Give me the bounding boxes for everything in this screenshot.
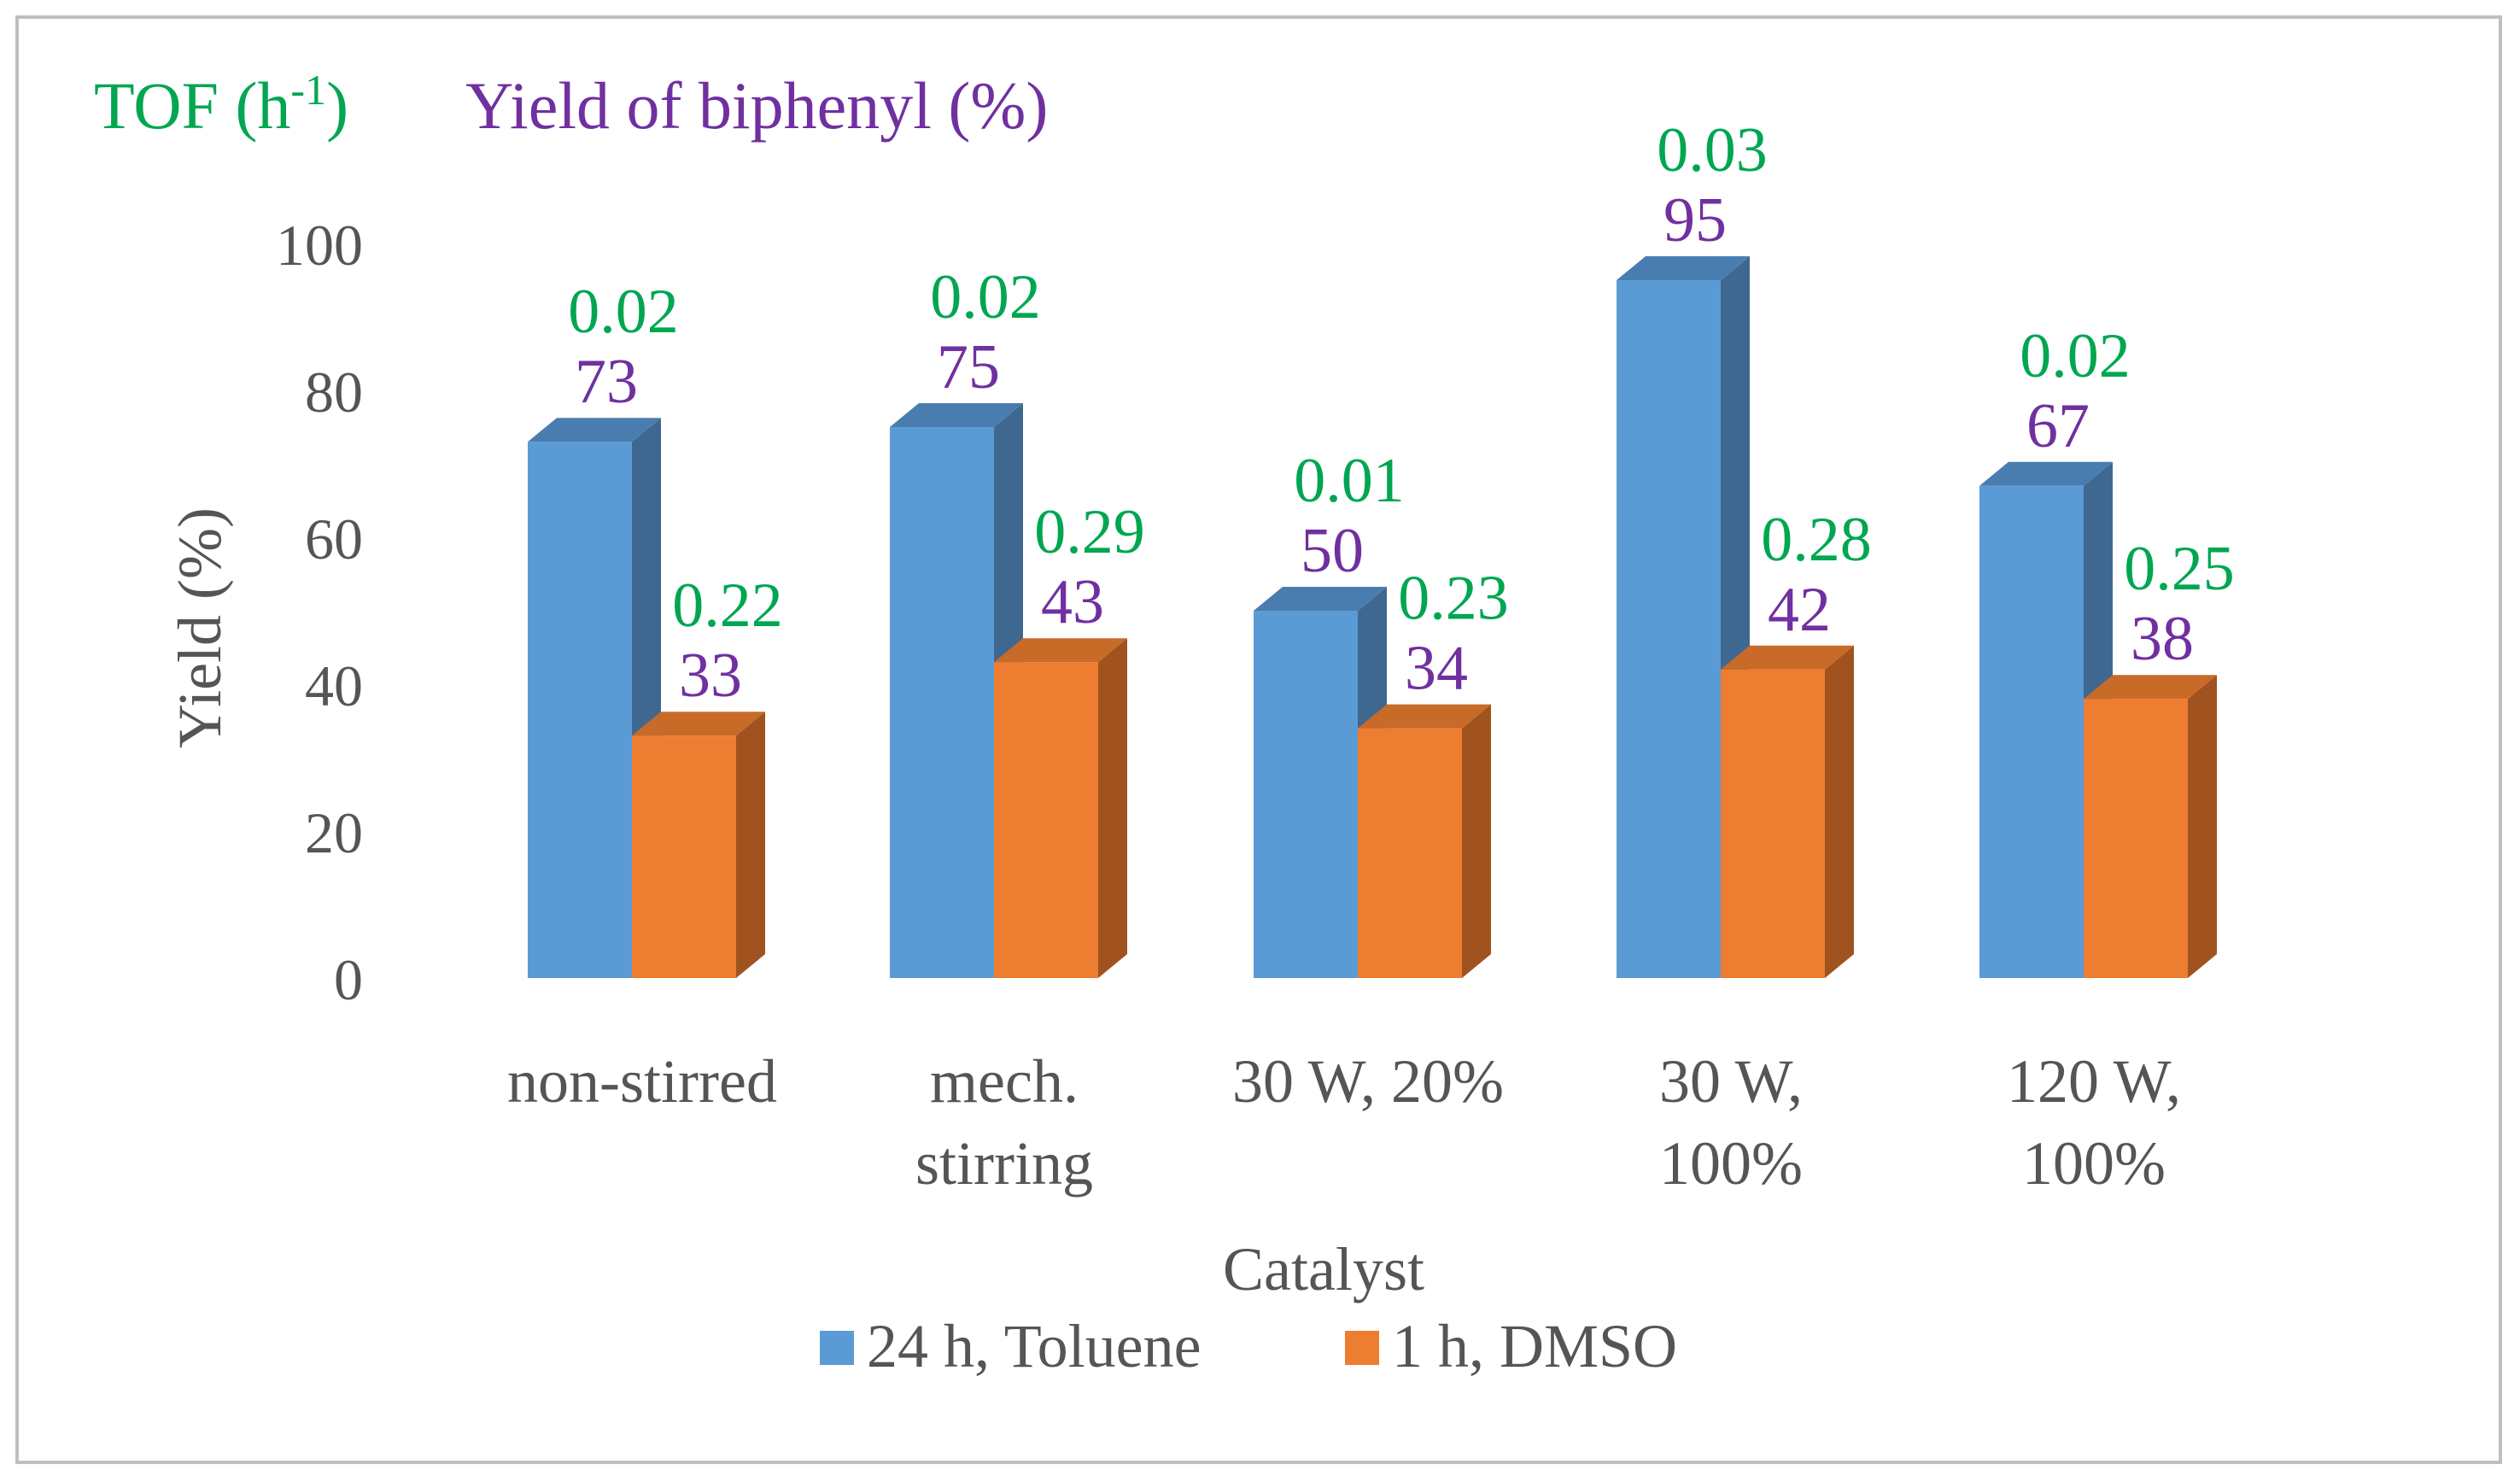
category-label: non-stirred: [507, 1047, 777, 1116]
bar-toluene-front: [1254, 611, 1358, 978]
x-axis-label: Catalyst: [1223, 1235, 1424, 1303]
y-tick-label: 40: [305, 653, 363, 718]
yield-value-label: 50: [1301, 516, 1364, 586]
bar-dmso: [1721, 645, 1854, 978]
bar-dmso: [994, 638, 1127, 978]
yield-value-label: 67: [2026, 391, 2090, 461]
bar-dmso-top: [994, 638, 1127, 663]
bar-toluene-top: [1617, 256, 1750, 280]
bar-toluene: [1617, 256, 1750, 978]
tof-value-label: 0.03: [1657, 115, 1768, 185]
tof-value-label: 0.23: [1398, 564, 1509, 634]
bar-dmso-top: [1721, 645, 1854, 670]
x-axis-categories: non-stirred mech. stirring 30 W, 20% 30 W, 10…: [507, 1047, 2181, 1198]
category-label: 30 W, 20%: [1232, 1047, 1504, 1116]
bar-toluene-top: [1254, 587, 1387, 611]
y-tick-label: 100: [276, 213, 363, 278]
category-label: 100%: [2022, 1129, 2166, 1198]
bar-dmso-side: [2188, 675, 2217, 978]
category-label: 100%: [1659, 1129, 1803, 1198]
yield-value-label: 95: [1663, 185, 1727, 255]
bar-toluene-top: [1979, 461, 2113, 486]
tof-value-label: 0.02: [930, 262, 1041, 332]
legend-label-dmso: 1 h, DMSO: [1392, 1312, 1677, 1380]
bar-dmso: [2084, 675, 2217, 978]
bar-dmso-front: [1721, 669, 1825, 978]
legend-swatch-dmso: [1345, 1331, 1379, 1365]
tof-value-label: 0.25: [2124, 534, 2235, 604]
bar-dmso-side: [1825, 645, 1854, 978]
yield-value-label: 33: [679, 641, 742, 711]
bar-toluene-top: [890, 403, 1023, 427]
category-label: 120 W,: [2007, 1047, 2181, 1116]
yield-value-label: 75: [937, 332, 1000, 402]
bar-toluene-front: [890, 427, 994, 978]
legend-label-toluene: 24 h, Toluene: [867, 1312, 1202, 1380]
yield-value-label: 34: [1405, 634, 1468, 704]
yield-value-label: 43: [1041, 567, 1104, 637]
category-label: mech.: [930, 1047, 1079, 1116]
bars: [528, 256, 2217, 978]
tof-header-superscript: -1: [290, 66, 326, 114]
y-tick-label: 80: [305, 360, 363, 425]
y-tick-label: 20: [305, 800, 363, 865]
tof-value-label: 0.01: [1294, 446, 1405, 516]
tof-value-label: 0.02: [2020, 321, 2131, 391]
category-label: 30 W,: [1659, 1047, 1803, 1116]
tof-header-close: ): [326, 68, 348, 143]
bar-dmso-side: [1098, 638, 1127, 978]
bar-dmso-top: [1358, 704, 1491, 729]
yield-value-label: 42: [1768, 575, 1831, 645]
bar-dmso-side: [1462, 704, 1491, 978]
bar-dmso-front: [1358, 728, 1462, 978]
bar-dmso-front: [2084, 699, 2188, 978]
y-tick-label: 60: [305, 507, 363, 571]
bar-dmso-front: [632, 735, 736, 978]
bar-dmso-top: [2084, 675, 2217, 700]
tof-value-label: 0.22: [672, 571, 783, 641]
category-label: stirring: [915, 1129, 1093, 1198]
tof-value-label: 0.29: [1034, 497, 1145, 567]
bar-dmso: [632, 712, 765, 978]
bar-toluene-front: [1617, 280, 1721, 978]
yield-value-label: 38: [2131, 604, 2194, 674]
y-axis-ticks: 0 20 40 60 80 100: [276, 213, 363, 1012]
bar-toluene-top: [528, 418, 661, 442]
bar-toluene-front: [528, 442, 632, 978]
bar-dmso: [1358, 704, 1491, 978]
bar-dmso-top: [632, 712, 765, 736]
y-tick-label: 0: [334, 947, 363, 1012]
bar-dmso-side: [736, 712, 765, 978]
legend-swatch-toluene: [820, 1331, 854, 1365]
tof-header: TOF (h-1): [94, 66, 348, 143]
y-axis-label: Yield (%): [166, 507, 234, 748]
bar-toluene-front: [1979, 485, 2084, 978]
yield-value-label: 73: [575, 347, 638, 417]
bar-dmso-front: [994, 662, 1098, 978]
yield-header: Yield of biphenyl (%): [465, 68, 1048, 143]
tof-value-label: 0.28: [1761, 505, 1872, 575]
tof-value-label: 0.02: [568, 277, 679, 347]
tof-header-text: TOF (h: [94, 68, 290, 143]
legend: 24 h, Toluene 1 h, DMSO: [820, 1312, 1677, 1380]
